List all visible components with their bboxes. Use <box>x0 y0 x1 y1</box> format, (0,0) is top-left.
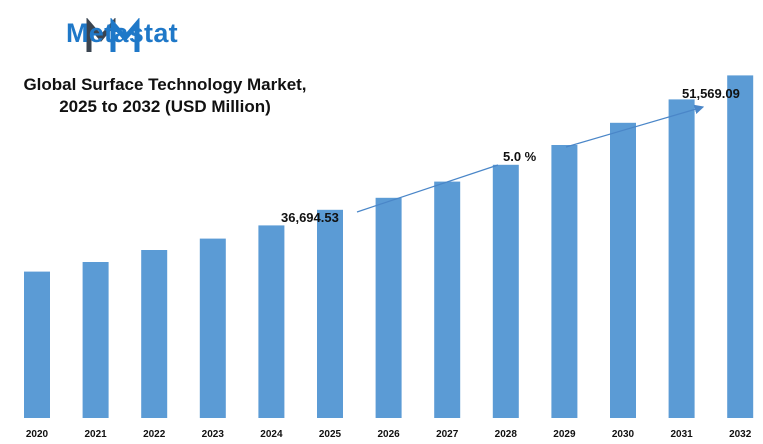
chart-title: Global Surface Technology Market, 2025 t… <box>10 74 320 118</box>
x-tick-label: 2024 <box>260 429 283 440</box>
cagr-label: 5.0 % <box>503 149 537 164</box>
bar-2028 <box>492 164 519 418</box>
bar-2026 <box>375 197 402 418</box>
x-tick-label: 2032 <box>729 429 752 440</box>
x-tick-label: 2021 <box>84 429 107 440</box>
x-tick-label: 2031 <box>670 429 693 440</box>
bar-2024 <box>258 225 285 418</box>
chart-title-line1: Global Surface Technology Market, <box>23 75 307 94</box>
x-tick-label: 2023 <box>202 429 225 440</box>
x-tick-label: 2028 <box>495 429 518 440</box>
x-tick-label: 2022 <box>143 429 166 440</box>
bar-2031 <box>668 99 695 419</box>
start-value-label: 36,694.53 <box>281 210 339 225</box>
bar-2025 <box>317 209 343 418</box>
bar-2022 <box>141 250 168 418</box>
bar-2023 <box>199 238 226 418</box>
bar-2020 <box>24 271 50 418</box>
bar-2030 <box>610 122 636 419</box>
x-tick-label: 2025 <box>319 429 342 440</box>
chart-title-line2: 2025 to 2032 (USD Million) <box>59 97 271 116</box>
end-value-label: 51,569.09 <box>682 86 740 101</box>
brand-name: Metastat <box>66 18 178 48</box>
x-tick-label: 2027 <box>436 429 459 440</box>
metastat-logo-icon <box>86 18 140 52</box>
x-tick-label: 2026 <box>377 429 400 440</box>
bar-2021 <box>82 262 109 418</box>
bar-2029 <box>551 145 578 418</box>
x-tick-label: 2029 <box>553 429 576 440</box>
x-tick-label: 2030 <box>612 429 635 440</box>
growth-arrow-segment-1 <box>356 164 499 213</box>
x-tick-label: 2020 <box>26 429 49 440</box>
bar-2032 <box>727 75 754 419</box>
growth-arrow-segment-2 <box>565 104 705 148</box>
bar-2027 <box>434 181 461 418</box>
